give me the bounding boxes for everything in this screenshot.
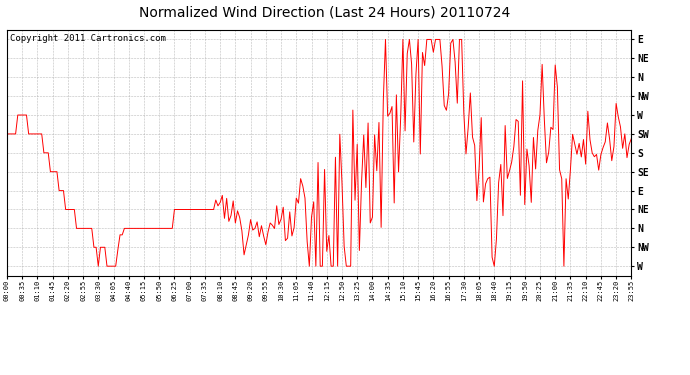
- Text: Copyright 2011 Cartronics.com: Copyright 2011 Cartronics.com: [10, 34, 166, 43]
- Text: Normalized Wind Direction (Last 24 Hours) 20110724: Normalized Wind Direction (Last 24 Hours…: [139, 6, 510, 20]
